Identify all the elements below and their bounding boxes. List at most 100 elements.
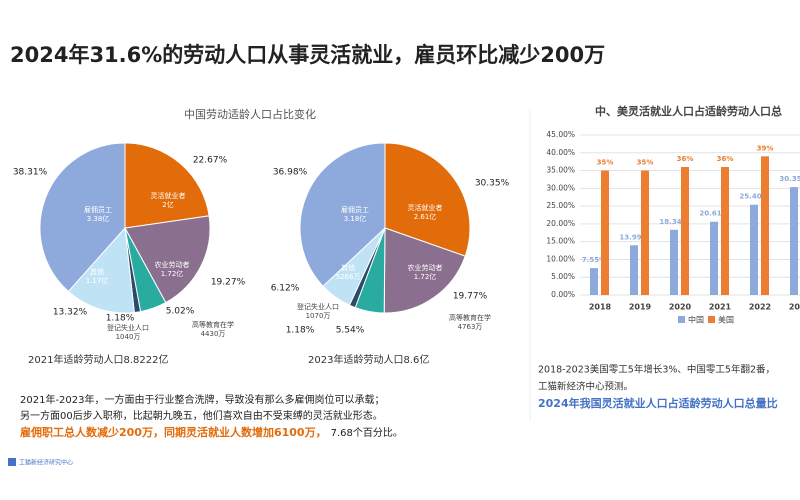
x-tick-label: 2019: [629, 303, 652, 312]
slice-amount: 4763万: [458, 323, 483, 331]
y-tick-label: 15.00%: [546, 237, 575, 246]
value-label: 39%: [757, 144, 774, 152]
value-label: 30.35%: [475, 179, 510, 189]
slice-amount: 5266万: [336, 273, 361, 281]
note-line: 2018-2023美国零工5年增长3%、中国零工5年翻2番，: [538, 364, 775, 376]
pie-slice: [299, 142, 386, 287]
value-label: 19.27%: [211, 278, 246, 288]
value-label: 18.34%: [659, 218, 688, 226]
value-label: 35%: [637, 159, 654, 167]
bar: [681, 167, 689, 295]
slice-name: 灵活就业者: [151, 191, 186, 200]
x-tick-label: 2018: [589, 303, 612, 312]
bar: [761, 156, 769, 295]
pie-slice: [39, 142, 126, 293]
slice-name: 农业劳动者: [155, 260, 190, 269]
slice-amount: 2亿: [162, 200, 173, 209]
slice-amount: 3.38亿: [87, 214, 110, 223]
y-tick-label: 20.00%: [546, 219, 575, 228]
note-line: 另一方面00后步入职称，比起朝九晚五，他们喜欢自由不受束缚的灵活就业形态。: [20, 409, 383, 422]
note-tail: 7.68个百分比。: [331, 427, 403, 439]
value-label: 7.55%: [582, 256, 606, 264]
value-label: 5.02%: [166, 307, 195, 317]
value-label: 30.35%: [779, 175, 800, 183]
slice-amount: 1070万: [306, 312, 331, 320]
bar: [750, 204, 758, 295]
chart-caption: 2023年适龄劳动人口8.6亿: [308, 353, 429, 366]
value-label: 5.54%: [336, 326, 365, 336]
slice-name: 高等教育在学: [192, 320, 234, 329]
slice-name: 其他: [341, 263, 355, 272]
pie-slice: [383, 227, 466, 314]
note-line: 2021年-2023年，一方面由于行业整合洗牌，导致没有那么多雇佣岗位可以承载；: [20, 393, 385, 406]
slice-name: 登记失业人口: [297, 302, 339, 311]
value-label: 25.40%: [739, 193, 768, 201]
value-label: 13.32%: [53, 308, 88, 318]
y-tick-label: 35.00%: [546, 166, 575, 175]
slice-amount: 1.72亿: [414, 272, 437, 281]
chart-title: 中国劳动适龄人口占比变化: [184, 107, 316, 121]
logo-icon: [8, 458, 16, 466]
bar: [710, 221, 718, 295]
note-highlight: 2024年我国灵活就业人口占适龄劳动人口总量比: [538, 396, 778, 410]
legend-label: 中国: [688, 315, 704, 325]
slice-amount: 1.17亿: [86, 276, 109, 285]
value-label: 36.98%: [273, 168, 308, 178]
bar: [641, 170, 649, 295]
slide-title: 2024年31.6%的劳动人口从事灵活就业，雇员环比减少200万: [10, 43, 605, 67]
value-label: 13.99%: [619, 233, 648, 241]
bar: [630, 245, 638, 295]
slice-name: 雇佣员工: [84, 205, 112, 214]
slice-name: 农业劳动者: [408, 263, 443, 272]
y-tick-label: 10.00%: [546, 254, 575, 263]
y-tick-label: 5.00%: [551, 272, 575, 281]
x-tick-label: 2020: [669, 303, 692, 312]
note-highlight: 雇佣职工总人数减少200万，同期灵活就业人数增加6100万，: [20, 425, 327, 439]
footer: 工猫新经济研究中心: [19, 459, 73, 467]
chart-caption: 2021年适龄劳动人口8.8222亿: [28, 353, 168, 366]
value-label: 22.67%: [193, 156, 228, 166]
slice-name: 登记失业人口: [107, 323, 149, 332]
slice-amount: 3.18亿: [344, 214, 367, 223]
pie-slice: [124, 215, 211, 304]
y-tick-label: 0.00%: [551, 290, 575, 299]
legend-swatch: [708, 316, 715, 323]
value-label: 19.77%: [453, 292, 488, 302]
value-label: 1.18%: [286, 326, 315, 336]
x-tick-label: 2021: [709, 303, 732, 312]
slice-amount: 1.72亿: [161, 269, 184, 278]
value-label: 38.31%: [13, 168, 48, 178]
bar: [721, 167, 729, 295]
pie-slice: [124, 142, 210, 229]
slice-name: 雇佣员工: [341, 205, 369, 214]
value-label: 1.18%: [106, 314, 135, 324]
value-label: 35%: [597, 159, 614, 167]
slice-amount: 2.61亿: [414, 212, 437, 221]
bar: [601, 170, 609, 295]
value-label: 20.61%: [699, 210, 728, 218]
y-tick-label: 45.00%: [546, 130, 575, 139]
chart-title: 中、美灵活就业人口占适龄劳动人口总: [595, 104, 782, 118]
bar: [590, 268, 598, 295]
bar: [670, 229, 678, 295]
y-tick-label: 40.00%: [546, 148, 575, 157]
bar: [790, 187, 798, 295]
value-label: 36%: [717, 155, 734, 163]
value-label: 36%: [677, 155, 694, 163]
y-tick-label: 25.00%: [546, 201, 575, 210]
slice-name: 灵活就业者: [408, 203, 443, 212]
slice-amount: 1040万: [116, 333, 141, 341]
pie-slice: [384, 142, 471, 257]
legend-swatch: [678, 316, 685, 323]
x-tick-label: 2022: [749, 303, 771, 312]
pie-slice: [67, 226, 135, 314]
value-label: 6.12%: [271, 284, 300, 294]
legend-label: 美国: [718, 315, 734, 325]
note-line: 工猫新经济中心预测。: [538, 381, 633, 393]
slice-name: 其他: [90, 267, 104, 276]
x-tick-label: 2023: [789, 303, 800, 312]
y-tick-label: 30.00%: [546, 183, 575, 192]
slice-amount: 4430万: [201, 330, 226, 338]
